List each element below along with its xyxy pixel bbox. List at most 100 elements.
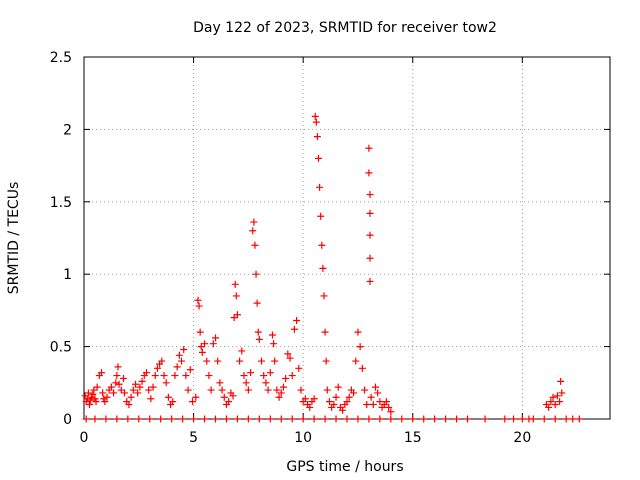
- data-point: [240, 372, 248, 380]
- baseline-point: [157, 415, 165, 423]
- data-point: [260, 372, 268, 380]
- data-point: [115, 380, 123, 388]
- data-point: [339, 406, 347, 414]
- baseline-point: [481, 415, 489, 423]
- data-point: [252, 270, 260, 278]
- baseline-point: [102, 415, 110, 423]
- baseline-point: [244, 415, 252, 423]
- data-point: [182, 372, 190, 380]
- data-point: [119, 374, 127, 382]
- data-point: [250, 218, 258, 226]
- data-point: [216, 379, 224, 387]
- data-point: [186, 366, 194, 374]
- data-point: [162, 379, 170, 387]
- data-point: [212, 334, 219, 342]
- data-point: [345, 393, 353, 401]
- data-point: [132, 380, 140, 388]
- data-point: [317, 212, 325, 220]
- data-point: [311, 112, 319, 120]
- data-point: [98, 369, 106, 377]
- baseline-point: [420, 415, 428, 423]
- data-point: [225, 398, 233, 406]
- data-point: [164, 393, 172, 401]
- data-point: [85, 401, 93, 409]
- data-point: [365, 169, 373, 177]
- data-point: [343, 398, 351, 406]
- baseline-point: [201, 415, 209, 423]
- data-point: [262, 379, 270, 387]
- data-point: [231, 280, 239, 288]
- plot-frame: [83, 56, 611, 420]
- baseline-point: [168, 415, 176, 423]
- data-point: [334, 383, 342, 391]
- data-point: [301, 395, 309, 403]
- grid-lines: [84, 57, 610, 419]
- data-point: [188, 398, 196, 406]
- y-tick-label: 2.5: [50, 50, 72, 66]
- baseline-point: [510, 415, 518, 423]
- data-point: [83, 395, 91, 403]
- data-point: [352, 357, 360, 365]
- data-point: [173, 363, 181, 371]
- data-point: [558, 389, 566, 397]
- data-point: [196, 328, 204, 336]
- data-point: [354, 328, 362, 336]
- chart-title: Day 122 of 2023, SRMTID for receiver tow…: [193, 20, 497, 36]
- data-point: [251, 241, 259, 249]
- data-point: [254, 328, 262, 336]
- data-point: [236, 357, 244, 365]
- baseline-point: [376, 415, 384, 423]
- data-point: [358, 364, 366, 372]
- data-point: [279, 383, 287, 391]
- data-point: [321, 328, 329, 336]
- data-point: [198, 348, 206, 356]
- baseline-point: [277, 415, 285, 423]
- baseline-point: [442, 415, 450, 423]
- baseline-point: [255, 415, 263, 423]
- data-point: [366, 277, 374, 285]
- baseline-point: [190, 415, 198, 423]
- data-point: [282, 374, 290, 382]
- data-point: [365, 144, 373, 152]
- baseline-point: [332, 415, 340, 423]
- data-point: [293, 317, 301, 325]
- baseline-point: [409, 415, 417, 423]
- data-point: [151, 372, 159, 380]
- baseline-point: [179, 415, 187, 423]
- data-point: [369, 401, 377, 409]
- data-point: [275, 393, 283, 401]
- baseline-point: [569, 415, 577, 423]
- data-point: [363, 401, 371, 409]
- data-point: [138, 377, 146, 385]
- data-point: [244, 386, 252, 394]
- data-point: [320, 292, 328, 300]
- data-point: [214, 357, 222, 365]
- baseline-point: [431, 415, 439, 423]
- x-tick-label: 5: [189, 430, 198, 446]
- data-point: [297, 386, 305, 394]
- data-point: [233, 311, 241, 319]
- data-point: [99, 389, 107, 397]
- baseline-point: [398, 415, 406, 423]
- data-point: [367, 393, 375, 401]
- baseline-point: [124, 415, 132, 423]
- baseline-point: [562, 415, 570, 423]
- x-axis-label: GPS time / hours: [286, 459, 403, 475]
- baseline-point: [299, 415, 307, 423]
- data-point: [125, 401, 133, 409]
- data-point: [92, 398, 100, 406]
- data-point: [207, 386, 215, 394]
- data-point: [171, 372, 179, 380]
- data-point: [229, 392, 237, 400]
- data-point: [361, 386, 369, 394]
- data-point: [366, 191, 374, 199]
- data-point: [270, 340, 278, 348]
- data-point: [264, 386, 272, 394]
- baseline-point: [529, 415, 537, 423]
- data-point: [371, 383, 379, 391]
- data-point: [242, 379, 250, 387]
- data-point: [318, 241, 326, 249]
- data-point: [382, 398, 390, 406]
- data-point: [556, 398, 564, 406]
